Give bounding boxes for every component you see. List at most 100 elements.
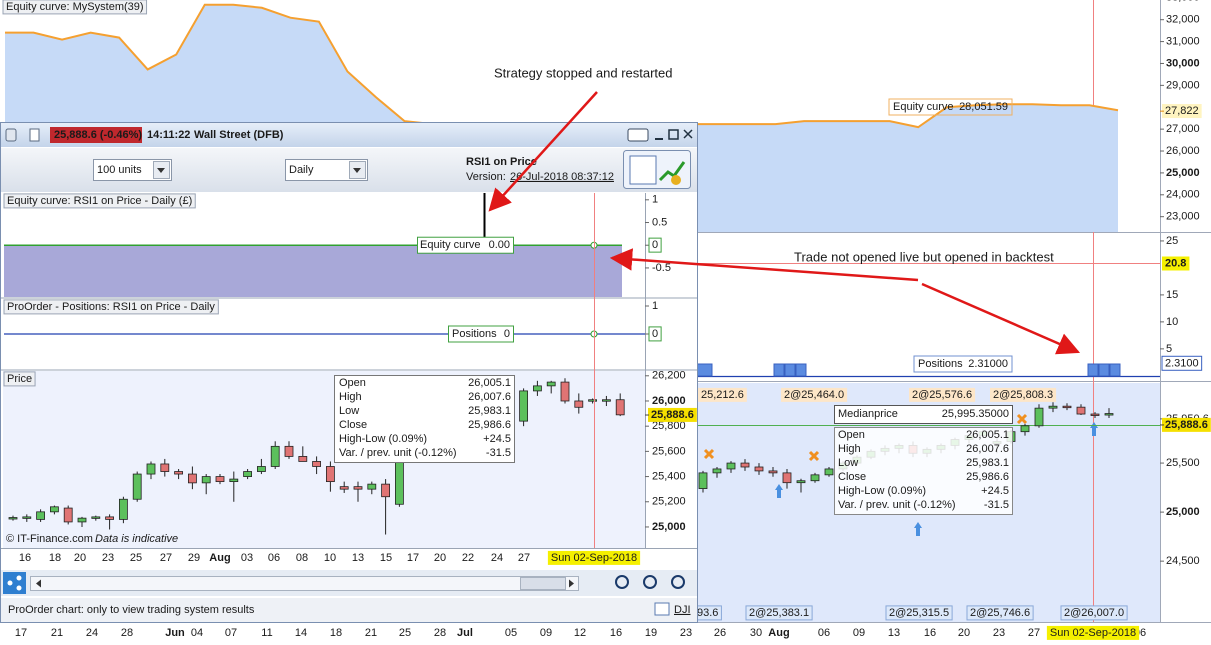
panel-title: ProOrder - Positions: RSI1 on Price - Da… xyxy=(7,301,215,313)
x-tick-label: 13 xyxy=(888,627,900,639)
close-button[interactable] xyxy=(683,129,693,139)
keyboard-button[interactable] xyxy=(627,128,649,142)
candle-body xyxy=(146,463,156,475)
dropdown-arrow xyxy=(353,168,361,173)
tooltip-value: 26,007.6 xyxy=(468,391,511,403)
y-tick-label: 25,200 xyxy=(652,496,686,508)
candle-body xyxy=(243,471,253,477)
share-glyph xyxy=(7,580,13,586)
trade-label: 2@25,464.0 xyxy=(784,389,844,401)
x-tick-label: 07 xyxy=(225,627,237,639)
trade-label-box xyxy=(698,387,747,402)
zoom-in-button[interactable] xyxy=(671,575,685,589)
x-tick-label: 18 xyxy=(49,552,61,564)
zoom-fit-button[interactable] xyxy=(615,575,629,589)
series-label: Positions xyxy=(918,358,963,370)
trade-label-box xyxy=(885,605,953,621)
cursor-date-label-box xyxy=(1046,625,1140,640)
tooltip-value: 26,005.1 xyxy=(966,429,1009,441)
annotations: Strategy stopped and restarted Trade not … xyxy=(488,65,1081,355)
units-dropdown[interactable] xyxy=(93,159,172,181)
chart-icon xyxy=(654,602,670,616)
cursor-date-label-box xyxy=(547,550,641,565)
x-tick-label: 17 xyxy=(407,552,419,564)
last-equity-label-box xyxy=(1162,104,1202,119)
last-price-label-box xyxy=(1162,417,1211,432)
tooltip-header-box xyxy=(834,405,1013,424)
y-tick-label: 26,200 xyxy=(652,370,686,382)
trade-label: 2@26,007.0 xyxy=(1064,607,1124,619)
tooltip-value: -31.5 xyxy=(486,447,511,459)
x-tick-label: 23 xyxy=(993,627,1005,639)
candle-body xyxy=(270,445,280,467)
x-tick-label: Aug xyxy=(768,627,789,639)
scroll-right[interactable] xyxy=(569,579,574,588)
maximize-button[interactable] xyxy=(668,129,679,140)
info-icon[interactable] xyxy=(29,128,40,142)
price-subpanel xyxy=(3,371,645,548)
candle-body xyxy=(740,462,750,468)
share-glyph xyxy=(16,575,22,581)
position-bar xyxy=(795,363,807,377)
x-tick-label: 20 xyxy=(958,627,970,639)
position-bar xyxy=(1098,363,1110,377)
y-tick-label: 0.5 xyxy=(652,216,667,228)
candle-body xyxy=(160,463,170,472)
x-tick-label: 13 xyxy=(352,552,364,564)
candle-body xyxy=(824,468,834,476)
panel-title: Price xyxy=(7,373,32,385)
y-tick-label: 5 xyxy=(1166,343,1172,355)
lock-icon[interactable] xyxy=(5,128,17,142)
y-tick-label: 25,000 xyxy=(1166,506,1200,518)
candle-body xyxy=(36,511,45,520)
x-tick-label: 18 xyxy=(330,627,342,639)
x-tick-label: 21 xyxy=(51,627,63,639)
x-tick-label: 09 xyxy=(853,627,865,639)
x-tick-label: Jul xyxy=(457,627,473,639)
candle-body xyxy=(132,473,142,500)
series-value: 0 xyxy=(504,328,510,340)
candle-body xyxy=(574,400,584,408)
x-tick-label: 17 xyxy=(15,627,27,639)
exit-marker xyxy=(703,448,715,460)
candle-body xyxy=(229,478,239,483)
period-dropdown[interactable] xyxy=(285,159,368,181)
x-tick-label: 03 xyxy=(241,552,253,564)
position-bar xyxy=(1109,363,1121,377)
candle-body xyxy=(602,399,611,402)
candle-body xyxy=(588,399,597,402)
candle-body xyxy=(381,483,391,498)
candle-body xyxy=(8,517,18,520)
y-tick-label: 1 xyxy=(652,300,658,312)
zoom-out-button[interactable] xyxy=(643,575,657,589)
candle-body xyxy=(560,381,570,402)
candle-body xyxy=(325,466,335,483)
candle-body xyxy=(782,472,792,484)
scroll-left[interactable] xyxy=(36,579,41,588)
exit-marker xyxy=(1016,413,1028,425)
candle-body xyxy=(726,462,736,470)
y-tick-label: 30,000 xyxy=(1166,57,1200,69)
candle-body xyxy=(1048,405,1058,409)
tooltip-value: 25,983.1 xyxy=(966,457,1009,469)
y-tick-label: 26,000 xyxy=(1166,145,1200,157)
symbol-link: DJI xyxy=(674,604,691,616)
share-button[interactable] xyxy=(3,572,26,594)
annotation-arrow xyxy=(609,248,919,282)
candle-body xyxy=(367,483,377,490)
scroll-thumb[interactable] xyxy=(520,577,566,590)
candle-body xyxy=(1034,407,1044,427)
candle-body xyxy=(50,506,59,513)
y-tick-label: 25,500 xyxy=(1166,457,1200,469)
scrollbar[interactable] xyxy=(30,576,579,591)
tooltip-label: Open xyxy=(339,377,366,389)
series-label-box xyxy=(417,236,514,254)
y-tick-label: 24,000 xyxy=(1166,189,1200,201)
tooltip-label: Var. / prev. unit (-0.12%) xyxy=(838,499,956,511)
trade-label-box xyxy=(990,387,1057,402)
x-axis xyxy=(0,622,1211,645)
icon-sheet xyxy=(629,155,657,185)
tooltip-label: Low xyxy=(838,457,858,469)
